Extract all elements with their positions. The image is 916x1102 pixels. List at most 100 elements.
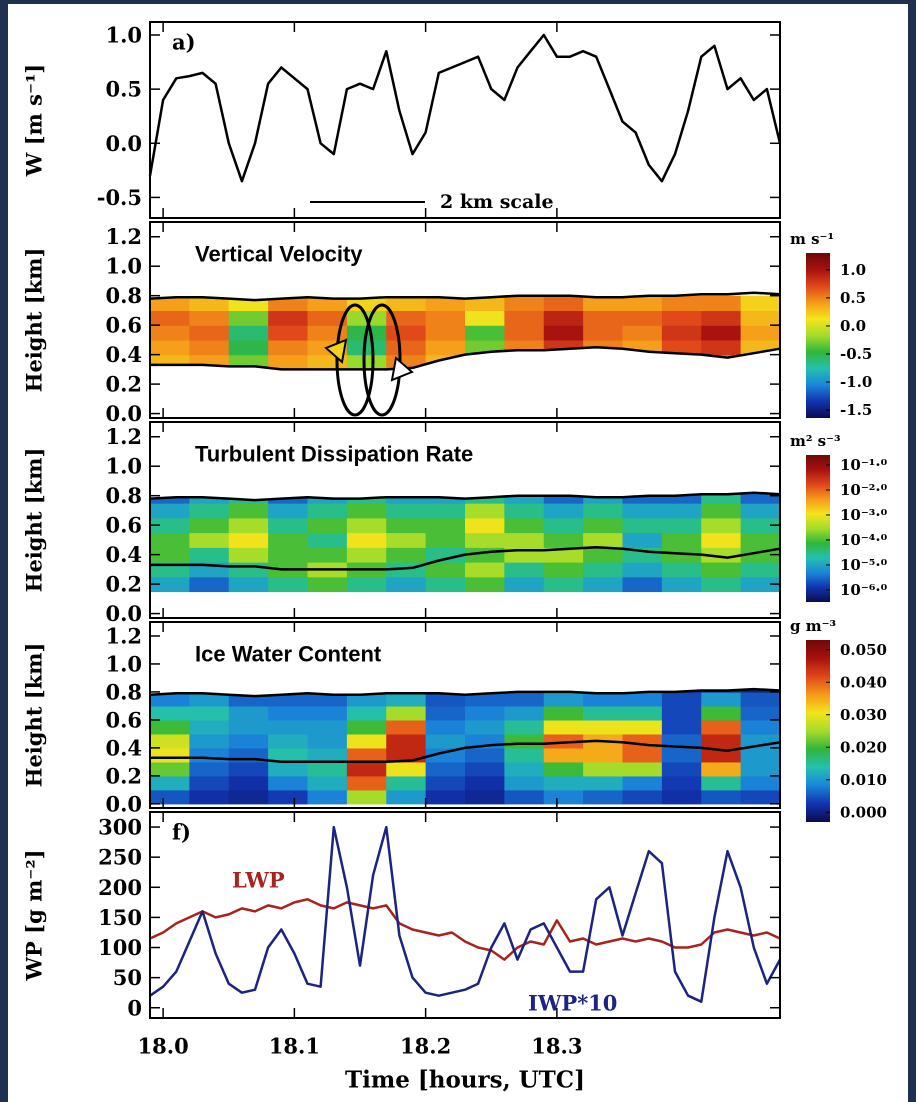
heatmap-cell [386,775,427,791]
heatmap-cell [701,339,742,356]
heatmap-cell [701,719,742,735]
heatmap-cell [189,547,230,563]
panel-frame [149,811,781,1019]
heatmap-cell [622,705,663,721]
heatmap-cell [346,705,387,721]
heatmap-cell [189,789,230,805]
heatmap-cell [268,576,309,593]
heatmap-cell [543,517,584,534]
heatmap-cell [504,733,545,749]
heatmap-cell [504,310,545,326]
heatmap-cell [740,517,780,534]
heatmap-cell [661,492,702,504]
heatmap-cell [346,532,387,548]
heatmap-cell [386,325,427,341]
heatmap-cell [346,719,387,735]
y-tick-label: 1.0 [105,254,142,279]
heatmap-cell [543,547,584,563]
heatmap-cell [346,354,387,370]
heatmap-cell [701,733,742,749]
colorbar-tick-label: 0.040 [840,673,887,691]
y-tick-label: 0.0 [105,401,142,426]
heatmap-cell [543,789,584,805]
heatmap-cell [622,503,663,519]
y-tick-label: 1.0 [105,651,142,676]
panel-title: Ice Water Content [195,642,382,667]
heatmap-cell [386,761,427,777]
y-tick-label: 1.2 [105,424,142,449]
heatmap-cell [307,733,348,749]
heatmap-cell [268,789,309,805]
heatmap-cell [386,691,427,707]
y-tick-label: 0.4 [105,342,142,367]
plot-area [150,22,780,218]
heatmap-cell [425,761,466,777]
panel-title: Vertical Velocity [195,242,363,267]
heatmap-cell [543,492,584,504]
heatmap-cell [543,691,584,707]
heatmap-cell [307,747,348,763]
heatmap-cell [661,339,702,356]
heatmap-cell [189,576,230,593]
heatmap-cell [543,576,584,593]
heatmap-cell [583,775,624,791]
arrow-loop [335,303,375,417]
heatmap-cell [189,517,230,534]
colorbar-tick-label: 10⁻²·⁰ [840,481,888,499]
heatmap-cell [189,691,230,707]
heatmap-cell [425,339,466,356]
heatmap-cell [386,733,427,749]
y-tick-label: 0 [127,995,142,1020]
y-tick-label: 1.0 [105,454,142,479]
heatmap-cell [150,547,190,563]
heatmap-cell [740,705,780,721]
heatmap-cell [661,562,702,578]
heatmap-cell [465,747,505,763]
heatmap-cell [150,339,190,356]
y-tick-label: 0.8 [105,283,142,308]
y-tick-label: 1.2 [105,623,142,648]
heatmap-cell [425,705,466,721]
heatmap-cell [268,532,309,548]
heatmap-cell [307,789,348,805]
heatmap-cell [661,733,702,749]
y-tick-label: 0.5 [105,77,142,102]
y-axis-label: Height [km] [22,643,47,788]
heatmap-cell [150,325,190,341]
y-tick-label: 50 [113,965,142,990]
heatmap-cell [346,733,387,749]
y-axis-label: W [m s⁻¹] [22,64,47,177]
boundary-line [149,291,781,302]
heatmap-cell [622,325,663,341]
arrow-head [390,356,414,382]
heatmap-cell [583,325,624,341]
panel-frame [149,221,781,419]
boundary-line [150,546,781,571]
heatmap-cell [150,705,190,721]
heatmap-cell [268,719,309,735]
heatmap-cell [701,310,742,326]
heatmap-cell [425,789,466,805]
heatmap-cell [228,775,269,791]
heatmap-cell [622,295,663,312]
arrow-loop [362,303,402,417]
series-label: IWP*10 [528,991,617,1016]
heatmap-cell [583,761,624,777]
heatmap-cell [386,719,427,735]
heatmap-cell [425,503,466,519]
heatmap-cell [150,517,190,534]
y-tick-label: 1.0 [105,22,142,47]
heatmap-cell [465,532,505,548]
heatmap-cell [465,719,505,735]
heatmap-cell [504,576,545,593]
colorbar-unit: m² s⁻³ [790,432,841,450]
heatmap-cell [543,295,584,312]
colorbar-tick-label: 10⁻⁴·⁰ [840,531,888,549]
heatmap-cell [425,547,466,563]
heatmap-cell [701,325,742,341]
heatmap-cell [740,503,780,519]
heatmap-cell [228,325,269,341]
heatmap-cell [583,547,624,563]
heatmap-cell [346,775,387,791]
heatmap-cell [465,517,505,534]
